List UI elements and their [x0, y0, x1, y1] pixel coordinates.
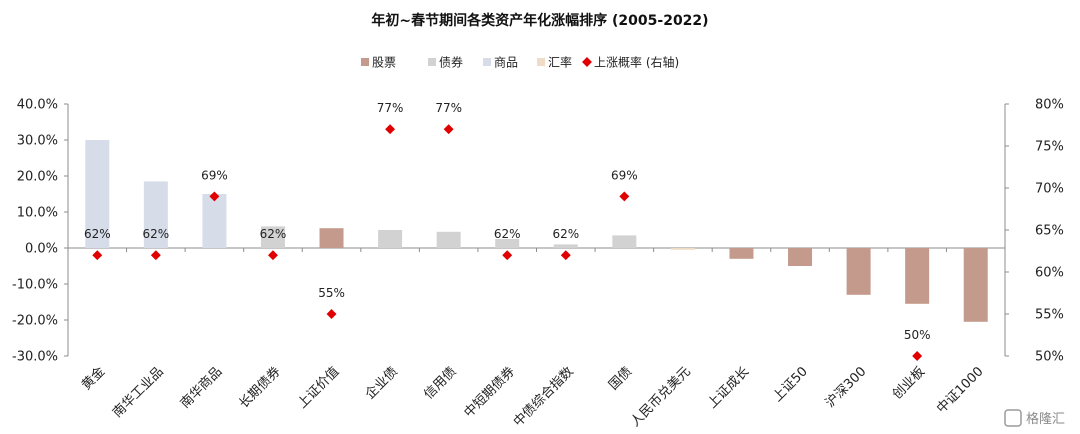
chart-title: 年初~春节期间各类资产年化涨幅排序 (2005-2022): [371, 12, 708, 29]
legend-label: 债券: [439, 55, 463, 70]
probability-label: 62%: [143, 227, 170, 241]
legend-label: 汇率: [548, 55, 572, 70]
watermark: 格隆汇: [1004, 409, 1065, 427]
probability-label: 62%: [494, 227, 521, 241]
probability-marker: [209, 191, 220, 202]
category-label: 上证50: [770, 364, 811, 405]
probability-marker: [268, 250, 278, 261]
legend-label: 上涨概率 (右轴): [594, 55, 679, 70]
bar: [436, 231, 461, 248]
bar: [378, 230, 403, 248]
probability-marker: [150, 250, 161, 261]
legend-label: 股票: [372, 56, 396, 70]
probability-marker: [385, 124, 396, 135]
category-label: 黄金: [78, 364, 108, 394]
probability-label: 77%: [435, 101, 462, 115]
category-label: 国债: [606, 364, 635, 393]
probability-label: 62%: [552, 227, 579, 241]
bar: [729, 248, 754, 259]
bar: [143, 181, 168, 248]
bar: [85, 140, 110, 248]
bar: [495, 239, 520, 248]
right-tick-label: 65%: [1035, 224, 1064, 239]
probability-marker: [502, 250, 513, 261]
bars: [85, 140, 988, 322]
legend-swatch: [483, 58, 491, 66]
right-tick-label: 50%: [1035, 350, 1064, 365]
probability-label: 77%: [377, 101, 404, 115]
left-tick-label: 0.0%: [25, 242, 58, 257]
category-label: 上证成长: [705, 364, 752, 411]
bar: [260, 226, 285, 248]
bar: [553, 244, 578, 248]
right-tick-label: 75%: [1035, 140, 1064, 155]
right-tick-label: 80%: [1035, 98, 1064, 113]
watermark-logo-icon: [1004, 409, 1022, 427]
category-label: 创业板: [890, 364, 928, 402]
category-label: 中证1000: [934, 364, 986, 416]
probability-label: 55%: [318, 286, 345, 300]
probability-marker: [326, 309, 337, 319]
legend-swatch: [537, 58, 545, 66]
left-tick-label: 30.0%: [17, 134, 58, 149]
category-label: 人民币兑美元: [628, 364, 694, 430]
watermark-text: 格隆汇: [1026, 411, 1065, 427]
probability-label: 50%: [904, 328, 931, 342]
right-tick-label: 55%: [1035, 308, 1064, 323]
axes: -30.0% -20.0% -10.0% 0.0% 10.0% 20.0% 30.0% 40.…: [12, 98, 1064, 365]
probability-marker: [619, 191, 630, 202]
category-label: 中短期债券: [461, 364, 518, 421]
bar: [319, 228, 344, 248]
probability-label: 69%: [611, 168, 638, 182]
category-label: 长期债券: [236, 364, 284, 412]
left-tick-label: -10.0%: [12, 278, 58, 293]
legend-swatch: [361, 58, 369, 66]
left-tick-label: 40.0%: [17, 98, 58, 113]
legend-marker: [582, 57, 592, 67]
left-tick-label: 20.0%: [17, 170, 58, 185]
category-label: 沪深300: [822, 364, 869, 411]
bar: [670, 248, 695, 250]
probability-label: 69%: [201, 168, 228, 182]
category-label: 中债综合指数: [511, 364, 577, 430]
left-tick-label: -30.0%: [12, 350, 58, 365]
bar: [202, 194, 227, 248]
category-label: 南华商品: [177, 364, 225, 412]
category-label: 企业债: [362, 364, 401, 403]
right-tick-label: 60%: [1035, 266, 1064, 281]
right-tick-label: 70%: [1035, 182, 1064, 197]
probability-label: 62%: [260, 227, 287, 241]
category-label: 上证价值: [294, 364, 342, 412]
legend-swatch: [428, 58, 436, 66]
probability-marker: [912, 351, 923, 361]
probability-label: 62%: [84, 227, 111, 241]
probability-markers: 62% 62% 69% 62% 55% 77% 77% 62% 62% 69% 50%: [84, 101, 931, 361]
bar: [846, 248, 871, 295]
bar: [788, 248, 813, 266]
left-tick-label: -20.0%: [12, 314, 58, 329]
bar: [612, 235, 637, 248]
category-label: 南华工业品: [109, 364, 166, 421]
bar: [905, 248, 930, 304]
bar: [963, 248, 988, 322]
probability-marker: [560, 250, 571, 261]
legend: 股票 债券 商品 汇率 上涨概率 (右轴): [361, 55, 679, 70]
category-label: 信用债: [421, 364, 459, 402]
left-tick-label: 10.0%: [17, 206, 58, 221]
probability-marker: [92, 250, 103, 261]
probability-marker: [443, 124, 454, 135]
legend-label: 商品: [494, 55, 518, 70]
